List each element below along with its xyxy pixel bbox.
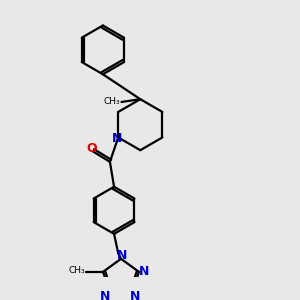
Text: N: N [117, 249, 127, 262]
Text: CH₃: CH₃ [103, 97, 120, 106]
Text: O: O [87, 142, 98, 155]
Text: N: N [139, 265, 149, 278]
Text: N: N [130, 290, 141, 300]
Text: CH₃: CH₃ [68, 266, 85, 275]
Text: N: N [112, 132, 123, 145]
Text: N: N [100, 290, 111, 300]
